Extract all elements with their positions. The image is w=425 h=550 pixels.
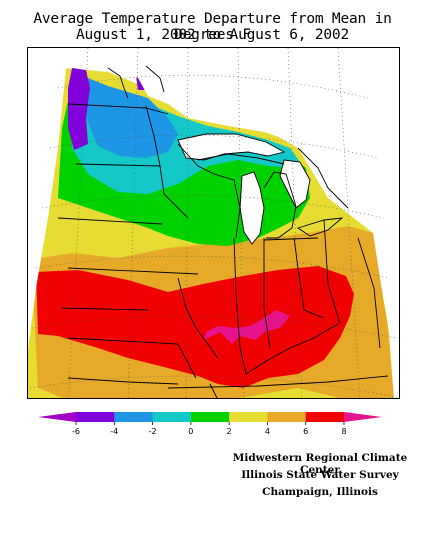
colorbar-tick-label: 8	[341, 427, 346, 436]
colorbar-bin	[229, 412, 268, 422]
temperature-departure-map	[27, 47, 400, 399]
colorbar-tick-label: 0	[188, 427, 193, 436]
colorbar-bin	[76, 412, 115, 422]
credit-location: Champaign, Illinois	[262, 486, 378, 498]
state-boundaries	[57, 65, 389, 398]
contour-minus4-to-minus2	[86, 78, 178, 158]
colorbar-bin	[152, 412, 192, 422]
colorbar-tick-label: -2	[149, 427, 157, 436]
colorbar-tick-label: 2	[227, 427, 232, 436]
colorbar-bin	[190, 412, 230, 422]
lake-huron	[280, 160, 310, 208]
legend-colorbar: -6 -4 -2 0 2 4 6 8	[38, 412, 382, 436]
colorbar-bin	[267, 412, 307, 422]
colorbar-tick-label: -4	[110, 427, 118, 436]
contour-above-8	[204, 310, 290, 344]
map-canvas	[28, 48, 399, 398]
outside-domain-north	[28, 48, 399, 348]
credit-organization: Midwestern Regional Climate Center	[232, 452, 408, 476]
colorbar-bin	[114, 412, 154, 422]
outside-domain-east	[376, 233, 399, 398]
graticule	[29, 48, 399, 398]
colorbar-arrow-high	[344, 412, 382, 422]
map-title: Average Temperature Departure from Mean …	[33, 11, 392, 43]
colorbar-arrow-low	[38, 412, 76, 422]
lake-michigan	[240, 172, 264, 244]
credit-agency: Illinois State Water Survey	[241, 469, 399, 481]
departure-contours	[28, 48, 399, 398]
map-subtitle-dates: August 1, 2002 to August 6, 2002	[76, 27, 349, 43]
colorbar-tick-label: 4	[265, 427, 270, 436]
contour-minus6-to-minus4	[68, 68, 90, 150]
colorbar-tick-label: 6	[303, 427, 308, 436]
colorbar-bin	[305, 412, 345, 422]
colorbar-tick-label: -6	[72, 427, 80, 436]
